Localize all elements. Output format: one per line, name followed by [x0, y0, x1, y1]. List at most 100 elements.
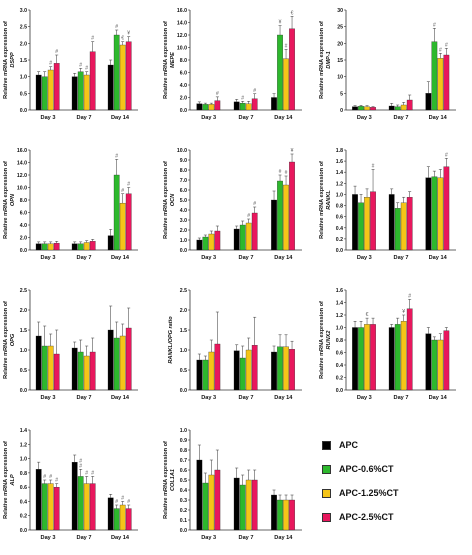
- x-tick-label: Day 7: [239, 255, 254, 261]
- y-tick-label: 0.4: [180, 488, 187, 494]
- y-tick-label: 1.2: [336, 181, 343, 187]
- y-tick-label: 0.0: [180, 248, 187, 254]
- legend-swatch: [322, 512, 331, 522]
- y-axis-label: Relative mRNA expression ofOPG: [3, 301, 16, 379]
- bar: [400, 321, 407, 391]
- y-tick-label: 0.2: [336, 237, 343, 243]
- legend-swatch: [322, 464, 331, 474]
- significance-mark: #: [121, 188, 124, 194]
- y-tick-label: 0.2: [336, 376, 343, 382]
- x-tick-label: Day 14: [274, 255, 293, 261]
- bar: [196, 459, 203, 531]
- bar: [364, 324, 370, 391]
- bar: [202, 482, 209, 531]
- y-tick-label: 0: [340, 108, 343, 114]
- significance-mark: #: [408, 293, 411, 299]
- y-tick-label: 8.0: [180, 168, 187, 174]
- bar: [271, 199, 277, 251]
- bar: [352, 106, 358, 111]
- chart-panel-runx2: 0.0 0.2 0.4 0.6 0.8 1.0 1.2 1.4 1.6 Relative mRNA…: [319, 288, 456, 401]
- bar: [77, 476, 84, 531]
- bar: [53, 63, 60, 111]
- significance-mark: #: [279, 169, 282, 175]
- y-tick-label: 1.4: [20, 428, 27, 434]
- bar: [107, 64, 114, 111]
- y-tick-label: 8.0: [20, 198, 27, 204]
- bar: [251, 212, 258, 251]
- bar: [35, 74, 42, 111]
- significance-mark: #: [55, 478, 58, 484]
- bar: [283, 184, 289, 251]
- chart-panel-rankl-opg-ratio: 0.0 0.5 1.0 1.5 2.0 2.5 RANKL/OPG ratio Day 3 Da…: [168, 288, 302, 401]
- bar: [283, 58, 289, 111]
- y-tick-label: 0.0: [20, 388, 27, 394]
- chart-panel-mepe: 0.0 2.0 4.0 6.0 8.0 10.0 12.0 14.0 16.0 Relative …: [163, 8, 302, 121]
- y-tick-label: 0.4: [336, 363, 343, 369]
- x-tick-label: Day 7: [239, 395, 254, 401]
- bar: [71, 347, 78, 391]
- y-tick-label: 0.2: [20, 514, 27, 520]
- y-tick-label: 4.0: [20, 223, 27, 229]
- y-axis-label: Relative mRNA expression ofOCN: [163, 161, 176, 239]
- chart-panel-rankl: 0.0 0.2 0.4 0.6 0.8 1.0 1.2 1.4 1.6 1.8 Relative m…: [319, 148, 456, 261]
- bar: [437, 58, 444, 111]
- y-tick-label: 1.4: [336, 170, 343, 176]
- bar: [113, 174, 120, 251]
- y-tick-label: 0.0: [336, 248, 343, 254]
- bar: [406, 99, 413, 111]
- x-tick-label: Day 3: [357, 115, 372, 121]
- bar: [443, 166, 450, 251]
- y-tick-label: 15: [337, 58, 343, 64]
- chart-panel-ocn: 0.0 1.0 2.0 3.0 4.0 5.0 6.0 7.0 8.0 9.0 10.0 Relati…: [163, 148, 302, 261]
- significance-mark: #: [49, 61, 52, 67]
- bar: [89, 241, 96, 251]
- significance-mark: #: [247, 213, 250, 219]
- bar: [125, 327, 132, 391]
- bar: [370, 191, 376, 251]
- chart-panel-opn: 0.0 2.0 4.0 6.0 8.0 10.0 12.0 14.0 16.0 Relative …: [3, 148, 138, 261]
- chart-panel-alp: 0.0 0.2 0.4 0.6 0.8 1.0 1.2 1.4 Relative mRNA ex…: [3, 428, 138, 541]
- y-tick-label: 0.6: [336, 351, 343, 357]
- significance-mark: #: [433, 22, 436, 28]
- significance-mark: #: [79, 463, 82, 469]
- bar: [125, 193, 132, 251]
- y-tick-label: 0.4: [20, 499, 27, 505]
- y-axis-label: Relative mRNA expression ofMEPE: [163, 21, 176, 99]
- bar: [431, 176, 438, 251]
- bar: [89, 51, 96, 111]
- y-tick-label: 16.0: [177, 8, 187, 14]
- x-tick-label: Day 7: [239, 535, 254, 541]
- significance-mark: #: [115, 153, 118, 159]
- significance-mark: #: [85, 66, 88, 72]
- bar: [196, 239, 203, 251]
- y-tick-label: 0.8: [20, 471, 27, 477]
- significance-mark: ¥: [279, 20, 282, 26]
- y-tick-label: 2.0: [20, 41, 27, 47]
- bar: [89, 351, 96, 391]
- bar: [251, 345, 258, 391]
- bar: [425, 93, 432, 111]
- bar: [245, 479, 252, 531]
- bar: [400, 202, 407, 251]
- y-tick-label: 4.0: [180, 208, 187, 214]
- y-tick-label: 1.0: [180, 428, 187, 434]
- legend: APC APC-0.6%CT APC-1.25%CT APC-2.5%CT: [322, 438, 462, 534]
- bar: [358, 202, 364, 251]
- bar: [388, 327, 395, 391]
- y-tick-label: 2.0: [180, 308, 187, 314]
- y-tick-label: 14.0: [177, 21, 187, 27]
- legend-item-apc: APC: [322, 438, 462, 452]
- y-tick-label: 0.9: [180, 438, 187, 444]
- legend-item-apc-25ct: APC-2.5%CT: [322, 510, 462, 524]
- significance-mark: €: [291, 10, 294, 16]
- significance-mark: #: [285, 170, 288, 176]
- bar: [125, 41, 132, 111]
- bar: [71, 243, 78, 251]
- bar: [394, 208, 401, 251]
- bar: [364, 106, 370, 111]
- y-tick-label: 0.6: [20, 485, 27, 491]
- chart-panel-dmp-1: 0 5 10 15 20 25 30 Relative mRNA expression ofD…: [319, 8, 456, 121]
- bar: [233, 477, 240, 531]
- bar: [245, 103, 252, 111]
